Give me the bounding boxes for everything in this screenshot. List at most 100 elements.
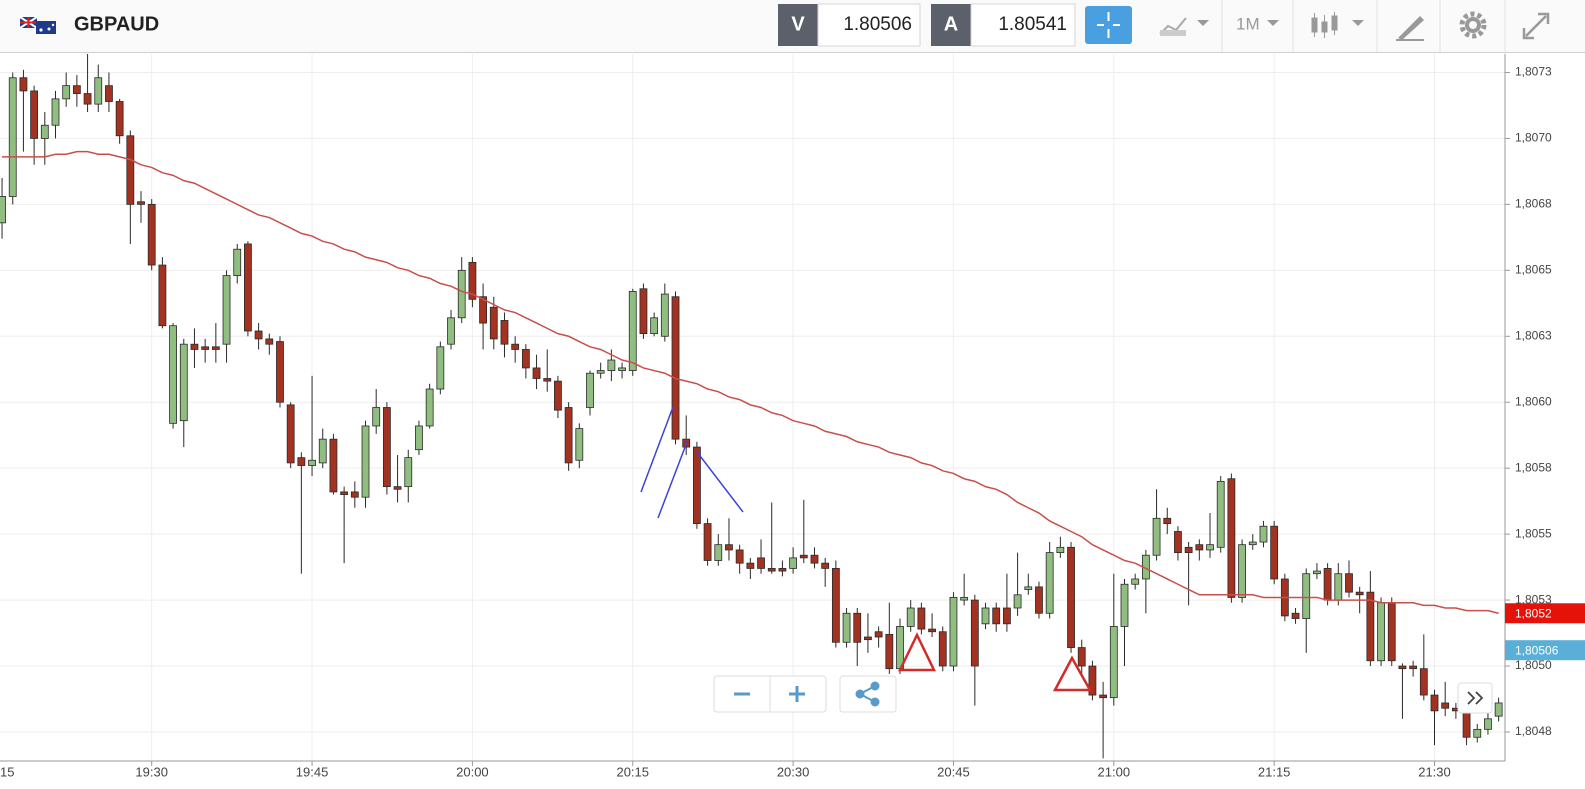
price-tag: [1505, 603, 1585, 624]
zoom-controls[interactable]: [713, 675, 897, 713]
candle-body: [650, 317, 659, 335]
ask-box[interactable]: [970, 3, 1076, 47]
candle-body: [404, 457, 413, 488]
candle-body: [1259, 525, 1268, 543]
bid-tag: [778, 4, 818, 46]
candle-body: [479, 296, 487, 324]
x-tick-label: 21:30: [1418, 764, 1451, 779]
candle-body: [1206, 544, 1214, 551]
candle-body: [586, 372, 594, 408]
candle-body: [767, 568, 776, 572]
flag-icon: [19, 16, 56, 34]
candle-body: [799, 554, 808, 559]
candle-body: [30, 90, 39, 139]
candle-body: [201, 346, 210, 350]
y-tick-label: 1,8055: [1515, 526, 1552, 540]
candle-body: [596, 370, 605, 374]
scroll-button[interactable]: [1457, 682, 1493, 714]
y-tick-label: 1,8050: [1515, 658, 1552, 672]
candle-body: [1131, 578, 1140, 585]
plot-area: [0, 54, 1503, 759]
candle-body: [810, 554, 819, 564]
bid-label: V: [791, 13, 805, 35]
candle-body: [1313, 570, 1321, 575]
expand-button[interactable]: [1522, 12, 1550, 40]
candle-body: [115, 101, 124, 137]
candle-body: [1462, 710, 1471, 738]
candle-body: [981, 607, 990, 625]
x-tick-label: 19:45: [296, 764, 329, 779]
bid-box[interactable]: [817, 3, 921, 47]
candle-body: [842, 612, 851, 643]
price-tag-label: 1,8052: [1515, 606, 1552, 620]
candle-body: [222, 275, 231, 345]
candle-body: [265, 338, 274, 345]
candle-body: [276, 341, 284, 403]
settings-button[interactable]: [1459, 11, 1487, 39]
candle-body: [1067, 546, 1075, 648]
candle-body: [928, 628, 936, 633]
candle-body: [1355, 591, 1364, 596]
drawing-button[interactable]: [1396, 16, 1424, 41]
candle-body: [1302, 573, 1311, 619]
candle-body: [1323, 568, 1332, 601]
y-tick-label: 1,8058: [1515, 460, 1552, 474]
candle-body: [1484, 718, 1492, 730]
candle-body: [233, 248, 242, 276]
candle-body: [329, 438, 338, 493]
crosshair-button[interactable]: [1085, 6, 1132, 44]
candle-body: [169, 325, 177, 424]
candle-body: [457, 269, 466, 319]
y-tick-label: 1,8073: [1515, 65, 1552, 79]
candle-body: [821, 562, 830, 569]
candle-body: [83, 93, 92, 105]
candle-body: [286, 404, 295, 464]
candle-body: [137, 201, 145, 205]
candle-body: [554, 380, 562, 411]
candle-body: [489, 306, 498, 340]
candle-body: [1120, 583, 1129, 627]
chevron: [1467, 691, 1476, 705]
candle-body: [1430, 694, 1439, 712]
candle-body: [297, 457, 306, 466]
candle-body: [1216, 480, 1225, 548]
candle-body: [1409, 665, 1418, 670]
candle-body: [757, 557, 765, 569]
ask-label: A: [944, 13, 958, 35]
candle-body: [393, 486, 402, 490]
candle-body: [19, 77, 28, 92]
chart-type-button[interactable]: [1159, 17, 1209, 36]
candle-body: [703, 523, 712, 561]
trend-drawings: [640, 406, 744, 519]
moving-average: [2, 150, 1499, 614]
toolbar: GBPAUD V 1.80506 A 1.80541 1M: [0, 0, 1585, 53]
chevron: [1475, 691, 1484, 705]
candle-body: [415, 425, 423, 451]
y-tick-label: 1,8053: [1515, 592, 1552, 606]
ask-price: 1.80541: [998, 14, 1067, 35]
y-tick-label: 1,8060: [1515, 394, 1552, 408]
candle-body: [1163, 517, 1172, 524]
candle-body: [8, 77, 17, 197]
candle-body: [639, 288, 648, 335]
candle-body: [1494, 702, 1503, 717]
candle-body: [735, 549, 744, 564]
candle-body: [1291, 612, 1300, 619]
candle-body: [147, 203, 156, 266]
y-tick-label: 1,8048: [1515, 724, 1552, 738]
x-tick-label: 20:30: [777, 764, 810, 779]
candle-body: [607, 359, 616, 371]
y-tick-label: 1,8070: [1515, 131, 1552, 145]
candle-body: [692, 446, 701, 524]
candle-body: [725, 544, 733, 551]
candle-body: [938, 631, 947, 667]
candle-body: [1045, 552, 1054, 614]
candle-body: [1366, 591, 1375, 662]
candle-body: [575, 428, 584, 461]
share-button[interactable]: [839, 675, 897, 713]
candle-body: [318, 438, 327, 464]
candle-type-button[interactable]: [1311, 12, 1364, 38]
candle-body: [1473, 728, 1482, 738]
timeframe[interactable]: 1M: [1236, 14, 1260, 33]
